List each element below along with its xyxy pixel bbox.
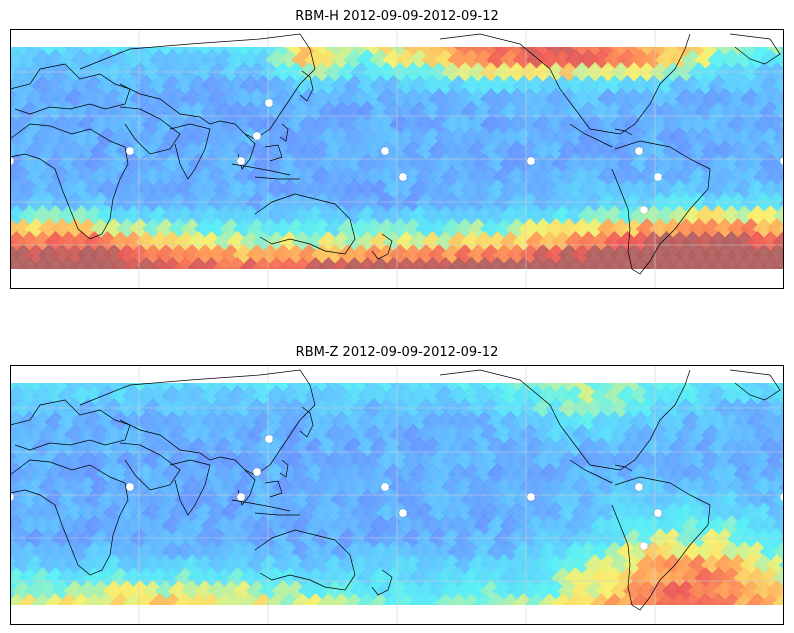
map-title-rbm-h: RBM-H 2012-09-09-2012-09-12 <box>295 9 499 24</box>
coastlines <box>10 369 781 611</box>
rbm-z-world-map <box>10 365 784 625</box>
station-markers <box>10 434 784 551</box>
station-markers <box>10 98 784 215</box>
graticule <box>10 29 784 289</box>
map-title-rbm-z: RBM-Z 2012-09-09-2012-09-12 <box>295 345 499 360</box>
map-frame <box>10 365 784 625</box>
map-frame <box>10 29 784 289</box>
rbm-h-world-map <box>10 29 784 289</box>
coastlines <box>10 33 781 275</box>
graticule <box>10 365 784 625</box>
heatmap-cells <box>10 35 784 280</box>
